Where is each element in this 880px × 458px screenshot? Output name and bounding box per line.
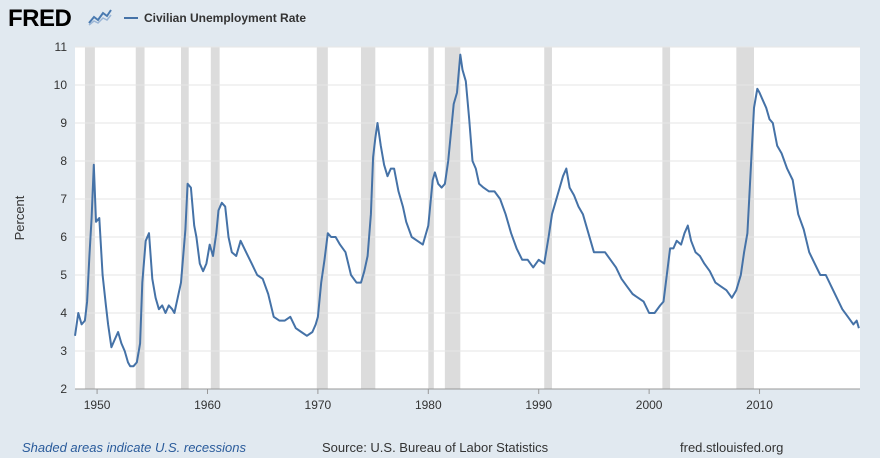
y-axis-label: Percent [12,195,27,240]
x-tick-label-1950: 1950 [84,398,111,412]
recession-band-1 [135,47,145,389]
recession-band-7 [444,47,461,389]
y-tick-label-8: 8 [60,154,67,168]
x-tick-label-1970: 1970 [305,398,332,412]
line-chart-icon [88,8,112,26]
fred-logo[interactable]: FRED [8,5,72,32]
y-tick-label-2: 2 [60,382,67,396]
recession-band-10 [736,47,755,389]
legend-label: Civilian Unemployment Rate [144,11,307,25]
source-text: Source: U.S. Bureau of Labor Statistics [322,440,549,455]
series-layer [74,53,860,368]
recession-band-3 [210,47,220,389]
x-tick-label-2000: 2000 [636,398,663,412]
recession-shading [84,47,755,389]
x-tick-label-1990: 1990 [525,398,552,412]
y-tick-label-3: 3 [60,344,67,358]
y-tick-label-7: 7 [60,192,67,206]
recession-band-6 [428,47,434,389]
legend-swatch [124,17,138,19]
header: FRED Civilian Unemployment Rate [0,0,880,40]
recession-band-8 [544,47,552,389]
recession-band-2 [180,47,189,389]
x-tick-label-1960: 1960 [194,398,221,412]
recession-note: Shaded areas indicate U.S. recessions [22,440,247,455]
y-tick-label-5: 5 [60,268,67,282]
y-tick-label-6: 6 [60,230,67,244]
recession-band-4 [316,47,328,389]
recession-band-5 [360,47,376,389]
y-tick-label-11: 11 [55,40,68,54]
recession-band-0 [84,47,95,389]
axes: 2 3 4 5 6 7 8 9 10 11 1950 1960 1970 1980 1990 2000 2010 [54,40,860,412]
y-tick-label-9: 9 [60,116,67,130]
y-tick-label-10: 10 [54,78,68,92]
x-tick-label-2010: 2010 [746,398,773,412]
chart-legend: Civilian Unemployment Rate [124,11,306,25]
recession-band-9 [662,47,671,389]
site-link[interactable]: fred.stlouisfed.org [680,440,784,455]
series-line-0 [74,53,860,368]
x-tick-label-1980: 1980 [415,398,442,412]
y-tick-label-4: 4 [60,306,67,320]
